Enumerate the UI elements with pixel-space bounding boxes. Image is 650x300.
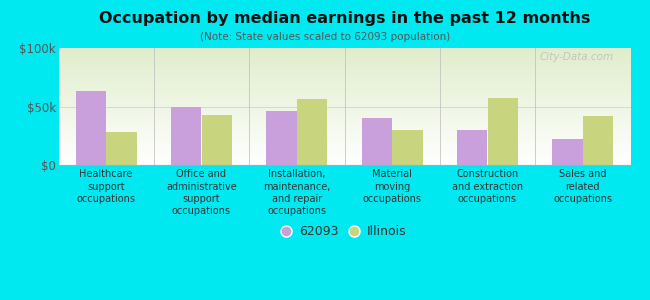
Bar <box>552 139 583 165</box>
Legend: 62093, Illinois: 62093, Illinois <box>278 220 411 243</box>
Bar <box>583 116 614 165</box>
Bar <box>488 98 518 165</box>
Bar <box>457 130 488 165</box>
Bar <box>266 111 297 165</box>
Bar <box>297 100 328 165</box>
Bar <box>392 130 422 165</box>
Bar <box>106 132 136 165</box>
Bar <box>361 118 392 165</box>
Bar <box>75 91 106 165</box>
Bar <box>202 115 232 165</box>
Text: (Note: State values scaled to 62093 population): (Note: State values scaled to 62093 popu… <box>200 32 450 41</box>
Title: Occupation by median earnings in the past 12 months: Occupation by median earnings in the pas… <box>99 11 590 26</box>
Text: City-Data.com: City-Data.com <box>540 52 614 61</box>
Bar <box>171 106 202 165</box>
